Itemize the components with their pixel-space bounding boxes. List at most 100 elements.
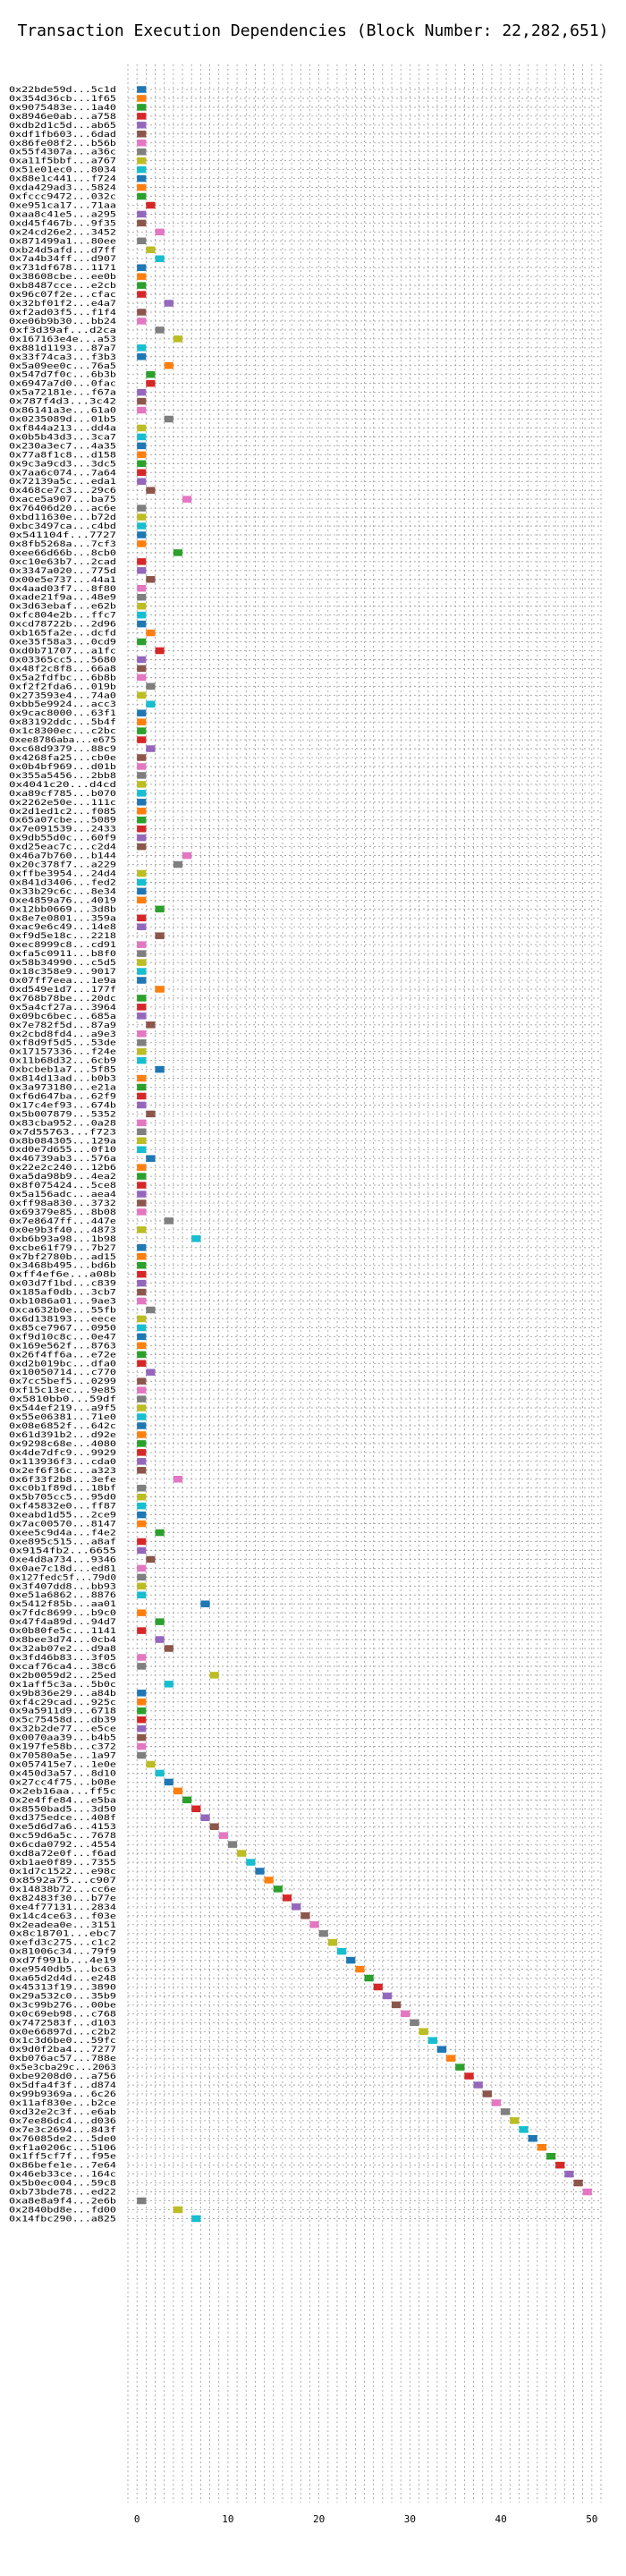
y-tick-label: 0xf4c29cad...925c bbox=[9, 1699, 116, 1707]
y-tick-label: 0x09bc6bec...685a bbox=[9, 1013, 116, 1021]
x-tick-label: 0 bbox=[134, 2513, 140, 2525]
transaction-bar bbox=[146, 370, 156, 378]
y-tick-label: 0xb1ae0f89...7355 bbox=[9, 1859, 116, 1868]
transaction-bar bbox=[137, 406, 147, 414]
chart-title: Transaction Execution Dependencies (Bloc… bbox=[17, 21, 608, 40]
transaction-bar bbox=[137, 602, 147, 610]
transaction-bar bbox=[137, 1751, 147, 1759]
transaction-bar bbox=[373, 1983, 383, 1991]
transaction-bar bbox=[191, 2215, 201, 2223]
transaction-bar bbox=[137, 923, 147, 930]
transaction-bar bbox=[137, 968, 147, 975]
y-tick-label: 0x1d7c1522...e98c bbox=[9, 1868, 116, 1877]
y-tick-label: 0x2e4ffe84...e5ba bbox=[9, 1796, 116, 1805]
y-tick-label: 0xac9e6c49...14e8 bbox=[9, 923, 116, 932]
transaction-bar bbox=[137, 1030, 147, 1038]
y-tick-label: 0x7e782f5d...87a9 bbox=[9, 1021, 116, 1030]
transaction-bar bbox=[137, 772, 147, 779]
y-tick-label: 0x8fb5268a...7cf3 bbox=[9, 540, 116, 549]
y-tick-label: 0x5a2fdfbc...6b8b bbox=[9, 674, 116, 682]
transaction-bar bbox=[137, 995, 147, 1002]
y-tick-label: 0xcaf76ca4...38c6 bbox=[9, 1663, 116, 1672]
y-tick-label: 0x185af0db...3cb7 bbox=[9, 1289, 116, 1298]
y-tick-label: 0x55e06381...71e0 bbox=[9, 1413, 116, 1422]
y-tick-label: 0x5b705cc5...95d0 bbox=[9, 1494, 116, 1503]
transaction-bar bbox=[146, 1760, 156, 1768]
transaction-bar bbox=[137, 264, 147, 271]
y-tick-label: 0x544ef219...a9f5 bbox=[9, 1404, 116, 1413]
y-tick-label: 0x5a156adc...aea4 bbox=[9, 1191, 116, 1199]
y-tick-label: 0x14fbc290...a825 bbox=[9, 2215, 116, 2224]
transaction-bar bbox=[137, 1609, 147, 1616]
transaction-bar bbox=[137, 424, 147, 432]
transaction-bar bbox=[137, 1324, 147, 1332]
y-tick-label: 0x230a3ec7...4a35 bbox=[9, 442, 116, 451]
transaction-bar bbox=[346, 1956, 356, 1964]
y-tick-label: 0xf2ad03f5...f1f4 bbox=[9, 309, 116, 318]
transaction-bar bbox=[237, 1850, 247, 1857]
transaction-bar bbox=[137, 140, 147, 147]
y-tick-label: 0x32bf01f2...e4a7 bbox=[9, 300, 116, 309]
transaction-bar bbox=[137, 183, 147, 191]
transaction-bar bbox=[137, 1484, 147, 1492]
y-tick-label: 0x9d0f2ba4...7277 bbox=[9, 2046, 116, 2055]
transaction-bar bbox=[137, 165, 147, 174]
y-tick-label: 0x17157336...f24e bbox=[9, 1048, 116, 1057]
transaction-bar bbox=[137, 620, 147, 628]
transaction-bar bbox=[137, 1360, 147, 1368]
y-tick-label: 0x46739ab3...576a bbox=[9, 1155, 116, 1164]
y-tick-label: 0x22e2c240...12b6 bbox=[9, 1164, 116, 1173]
y-tick-label: 0xf15c13ec...9e85 bbox=[9, 1386, 116, 1395]
transaction-bar bbox=[137, 1546, 147, 1555]
y-tick-label: 0x5a72181e...f67a bbox=[9, 389, 116, 398]
y-tick-label: 0x2cbd8fd4...a9e3 bbox=[9, 1030, 116, 1039]
y-tick-label: 0x33b29c6c...8e34 bbox=[9, 887, 116, 896]
x-axis-ticks: 0 10 20 30 40 50 bbox=[134, 2513, 598, 2525]
transaction-bar bbox=[137, 896, 147, 904]
transaction-bar bbox=[173, 2206, 183, 2214]
transaction-bar bbox=[173, 1787, 183, 1795]
transaction-bar bbox=[137, 1449, 147, 1456]
transaction-bar bbox=[137, 1038, 147, 1046]
transaction-bar bbox=[364, 1974, 374, 1982]
y-tick-label: 0x6cda0792...4554 bbox=[9, 1841, 116, 1850]
y-tick-label: 0x1c3d6be0...59fc bbox=[9, 2037, 116, 2046]
y-tick-label: 0x82483f30...b77e bbox=[9, 1894, 116, 1903]
y-tick-label: 0x6f33f2b8...3efe bbox=[9, 1476, 116, 1485]
transaction-bar bbox=[137, 1386, 147, 1394]
y-tick-label: 0x10050714...c770 bbox=[9, 1368, 116, 1377]
y-tick-label: 0x8592a75...c907 bbox=[9, 1877, 116, 1885]
y-tick-label: 0x33f74ca3...f3b3 bbox=[9, 353, 116, 362]
transaction-bar bbox=[137, 1261, 147, 1269]
y-tick-label: 0x355a5456...2bb8 bbox=[9, 772, 116, 781]
y-tick-label: 0x86141a3e...61a0 bbox=[9, 407, 116, 416]
y-tick-label: 0x0070aa39...b4b5 bbox=[9, 1734, 116, 1743]
y-tick-label: 0xc0b1f89d...18bf bbox=[9, 1485, 116, 1494]
transaction-bar bbox=[318, 1929, 328, 1937]
transaction-bar bbox=[173, 335, 183, 343]
transaction-bar bbox=[137, 273, 147, 280]
y-tick-label: 0x7d55763...f723 bbox=[9, 1128, 116, 1137]
transaction-bar bbox=[137, 174, 147, 182]
transaction-bar bbox=[137, 1467, 147, 1474]
y-tick-label: 0x7ac00570...8147 bbox=[9, 1521, 116, 1530]
transaction-bar bbox=[137, 157, 147, 165]
y-tick-label: 0x58b34990...c5d5 bbox=[9, 959, 116, 968]
transaction-bar bbox=[137, 1270, 147, 1278]
transaction-bar bbox=[137, 442, 147, 450]
y-tick-label: 0x5c75458d...db39 bbox=[9, 1716, 116, 1725]
y-tick-label: 0x20c378f7...a229 bbox=[9, 861, 116, 870]
y-tick-label: 0xc10e63b7...2cad bbox=[9, 558, 116, 567]
y-tick-label: 0x88e1c441...f724 bbox=[9, 175, 116, 184]
transaction-bar bbox=[137, 1056, 147, 1064]
transaction-bar bbox=[137, 781, 147, 788]
y-tick-label: 0x5a4cf27a...3964 bbox=[9, 1004, 116, 1013]
y-tick-label: 0xb73bde78...ed22 bbox=[9, 2189, 116, 2198]
y-tick-label: 0xf9d10c8c...0e47 bbox=[9, 1333, 116, 1342]
transaction-bar bbox=[137, 843, 147, 851]
transaction-bar bbox=[137, 977, 147, 984]
y-tick-label: 0x0ae7c18d...ed81 bbox=[9, 1564, 116, 1573]
y-tick-label: 0x76085de2...5de0 bbox=[9, 2135, 116, 2144]
y-tick-label: 0x7cc5bef5...0299 bbox=[9, 1377, 116, 1386]
transaction-bar bbox=[137, 959, 147, 966]
